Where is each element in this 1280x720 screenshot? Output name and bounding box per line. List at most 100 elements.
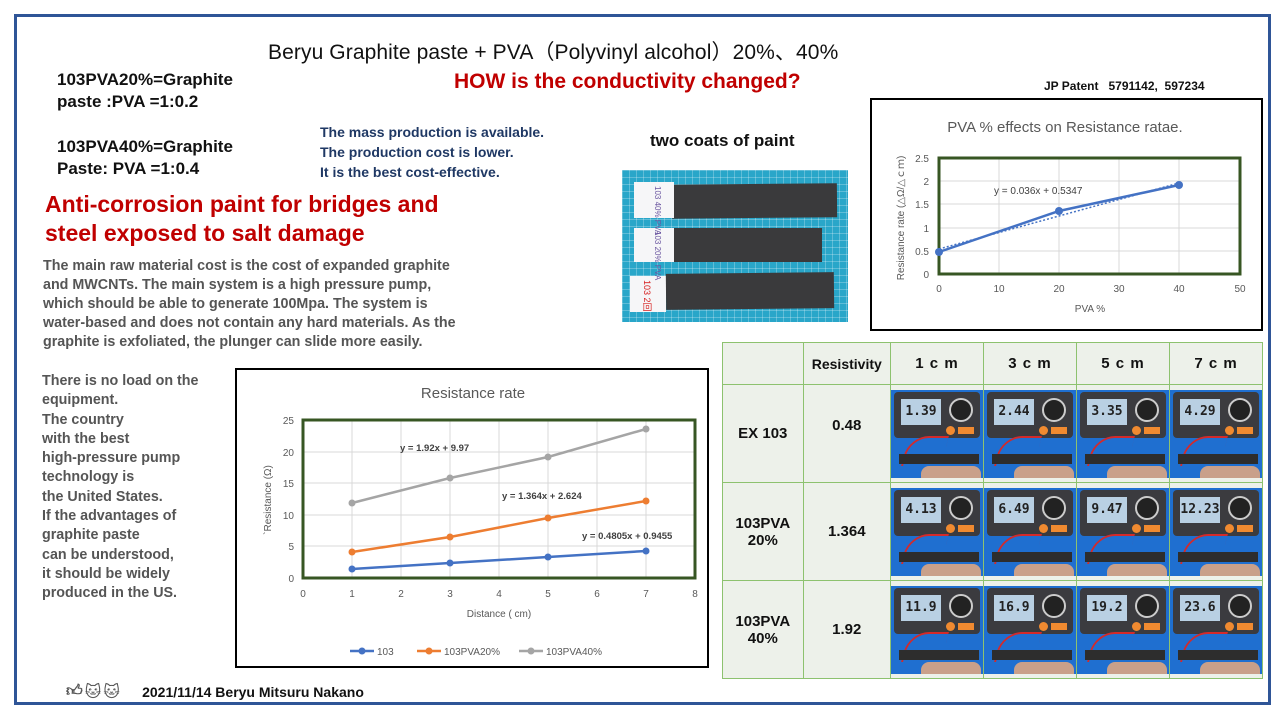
slide-frame <box>14 14 1271 705</box>
svg-text:2: 2 <box>923 177 929 188</box>
paragraph-line: There is no load on the <box>42 373 199 389</box>
svg-text:0: 0 <box>300 589 306 600</box>
description-paragraph: The main raw material cost is the cost o… <box>43 257 523 352</box>
chart-title: Resistance rate <box>421 385 525 402</box>
series-103pva20-line <box>351 499 647 554</box>
paragraph-line: graphite paste <box>42 527 140 544</box>
pva-effects-chart: PVA % effects on Resistance ratae. 0 0.5… <box>870 98 1263 331</box>
meter-photo: 16.9 <box>982 580 1077 679</box>
meter-photo: 12.23 <box>1168 482 1264 581</box>
svg-text:0: 0 <box>936 284 942 295</box>
meter-reading: 4.13 <box>900 496 941 523</box>
series-103-line <box>351 549 647 571</box>
svg-text:0.5: 0.5 <box>915 247 929 258</box>
series-103pva40-line <box>351 427 647 505</box>
sample-label-text: 103 20% PVA <box>653 231 662 281</box>
table-row: EX 103 0.48 1.39 2.44 3.35 4.29 <box>722 384 1264 483</box>
paragraph-line: it should be widely <box>42 565 170 582</box>
lucky-cat-icon: 🐱︎ <box>84 684 102 701</box>
x-axis-label: PVA % <box>1075 304 1105 315</box>
svg-text:5: 5 <box>545 589 551 600</box>
svg-text:1: 1 <box>349 589 355 600</box>
row-label-line: 103PVA <box>735 514 791 532</box>
svg-text:4: 4 <box>496 589 502 600</box>
meter-photo: 19.2 <box>1075 580 1170 679</box>
svg-text:2.5: 2.5 <box>915 154 929 165</box>
meter-photo: 11.9 <box>889 580 984 679</box>
meter-photo: 23.6 <box>1168 580 1264 679</box>
paragraph-line: graphite is exfoliated, the plunger can … <box>43 334 423 350</box>
sample-strip <box>674 228 822 262</box>
pva-effects-chart-svg: PVA % effects on Resistance ratae. 0 0.5… <box>896 119 1246 315</box>
table-header-cell <box>722 342 804 385</box>
meter-reading: 4.29 <box>1179 398 1220 425</box>
meter-reading: 23.6 <box>1179 594 1220 621</box>
paint-samples-photo: 103 40% PVA 2回 103 40% PVA 103 20% PVA 1… <box>622 170 848 322</box>
table-row: 103PVA 20% 1.364 4.13 6.49 9.47 12.23 <box>722 482 1264 581</box>
ratio-line: paste :PVA =1:0.2 <box>57 92 199 111</box>
paragraph-line: If the advantages of <box>42 508 177 525</box>
svg-text:3: 3 <box>447 589 453 600</box>
ratio-line: 103PVA40%=Graphite <box>57 137 233 156</box>
paragraph-line: The main raw material cost is the cost o… <box>43 258 450 274</box>
paragraph-line: and MWCNTs. The main system is a high pr… <box>43 277 432 293</box>
ratio-pva20: 103PVA20%=Graphite paste :PVA =1:0.2 <box>57 69 233 113</box>
resistivity-value: 0.48 <box>802 384 891 483</box>
footer: 👍︎ 🐱︎ 🐱︎ 2021/11/14 Beryu Mitsuru Nakano <box>66 682 364 702</box>
plot-area <box>301 418 697 580</box>
resistance-table: Resistivity 1 c m 3 c m 5 c m 7 c m EX 1… <box>722 342 1264 679</box>
row-label: 103PVA 40% <box>722 580 804 679</box>
patent-line: JP Patent 5791142, 597234 <box>1044 79 1205 93</box>
trendline-equation-20: y = 1.364x + 2.624 <box>502 491 582 502</box>
table-header-cell: 1 c m <box>889 342 984 385</box>
svg-text:0: 0 <box>923 270 929 281</box>
resistance-rate-chart-svg: Resistance rate 0 5 10 15 20 25 0 1 <box>262 385 698 658</box>
sample-label-text: 103 2回 <box>642 280 652 312</box>
svg-text:8: 8 <box>692 589 698 600</box>
paragraph-line: produced in the US. <box>42 585 178 602</box>
question-heading: HOW is the conductivity changed? <box>454 70 801 93</box>
chart-legend: 103 103PVA20% 103PVA40% <box>350 647 602 658</box>
table-header-cell: 7 c m <box>1168 342 1264 385</box>
ratio-pva40: 103PVA40%=Graphite Paste: PVA =1:0.4 <box>57 136 233 180</box>
trendline-equation-103: y = 0.4805x + 0.9455 <box>582 531 673 542</box>
x-axis-label: Distance ( cm) <box>467 609 531 620</box>
resistivity-value: 1.92 <box>802 580 891 679</box>
svg-text:20: 20 <box>283 448 295 459</box>
svg-text:1: 1 <box>923 224 929 235</box>
resistivity-value: 1.364 <box>802 482 891 581</box>
sample-card <box>634 182 674 218</box>
row-label-line: 103PVA <box>735 612 791 630</box>
footer-icons: 👍︎ 🐱︎ 🐱︎ <box>66 682 120 702</box>
meter-reading: 11.9 <box>900 594 941 621</box>
paragraph-line: water-based and does not contain any har… <box>43 315 456 331</box>
meter-reading: 12.23 <box>1179 496 1220 523</box>
svg-text:30: 30 <box>1113 284 1125 295</box>
benefit-item: It is the best cost-effective. <box>320 164 500 180</box>
us-paragraph: There is no load on the equipment. The c… <box>42 372 232 604</box>
benefits-list: The mass production is available. The pr… <box>320 122 544 182</box>
sample-label-text: 103 40% PVA <box>653 186 662 236</box>
chart-title: PVA % effects on Resistance ratae. <box>947 119 1182 136</box>
meter-reading: 3.35 <box>1086 398 1127 425</box>
row-label-line: 40% <box>747 629 778 647</box>
svg-text:7: 7 <box>643 589 649 600</box>
svg-text:0: 0 <box>288 574 294 585</box>
meter-reading: 1.39 <box>900 398 941 425</box>
benefit-item: The mass production is available. <box>320 124 545 140</box>
paragraph-line: the United States. <box>42 488 163 505</box>
ratio-line: 103PVA20%=Graphite <box>57 70 233 89</box>
legend-label: 103 <box>377 647 394 658</box>
thumbs-up-icon: 👍︎ <box>66 683 83 700</box>
svg-text:10: 10 <box>993 284 1005 295</box>
paragraph-line: with the best <box>42 430 130 447</box>
y-axis-label: `Resistance (Ω) <box>262 465 274 535</box>
meter-reading: 16.9 <box>993 594 1034 621</box>
plot-area <box>937 156 1242 276</box>
meter-reading: 6.49 <box>993 496 1034 523</box>
row-label: EX 103 <box>722 384 804 483</box>
meter-photo: 6.49 <box>982 482 1077 581</box>
resistance-rate-chart: Resistance rate 0 5 10 15 20 25 0 1 <box>235 368 709 668</box>
table-row: 103PVA 40% 1.92 11.9 16.9 19.2 23.6 <box>722 580 1264 679</box>
paragraph-line: The country <box>42 411 124 428</box>
